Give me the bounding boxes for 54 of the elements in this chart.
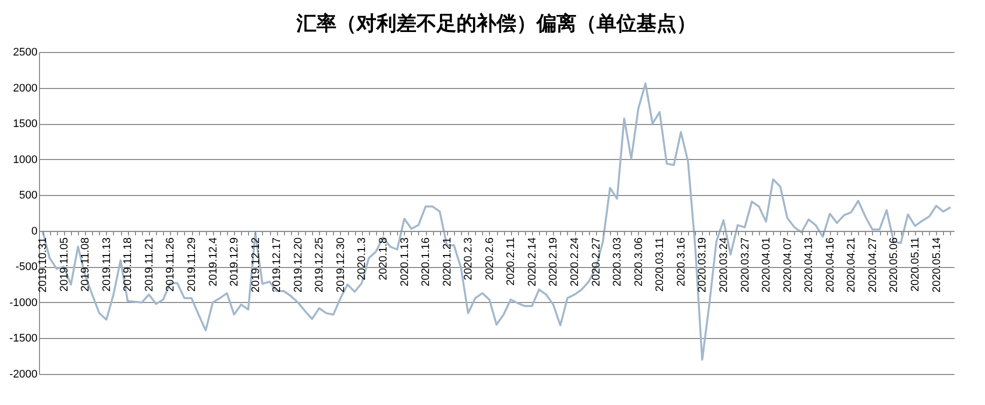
- x-tick-label: 2020.04.13: [803, 237, 816, 292]
- x-tick-label: 2020.03.11: [654, 237, 666, 292]
- x-tick-label: 2020.05.06: [888, 237, 900, 292]
- x-tick-label: 2020.2.14: [526, 237, 538, 286]
- x-tick-label: 2020.04.01: [760, 237, 773, 292]
- y-tick-label: -1000: [9, 296, 38, 309]
- x-tick-label: 2020.2.6: [484, 237, 496, 280]
- x-tick-label: 2019.11.29: [186, 237, 198, 292]
- x-tick-label: 2020.1.21: [441, 237, 454, 286]
- y-tick-label: 1000: [13, 154, 38, 166]
- x-tick-label: 2019.12.4: [207, 237, 220, 286]
- x-tick-label: 2020.04.07: [782, 237, 794, 292]
- x-tick-label: 2020.04.21: [846, 237, 858, 292]
- x-tick-label: 2019.12.9: [228, 237, 241, 286]
- x-tick-label: 2019.12.12: [250, 237, 262, 292]
- x-tick-label: 2020.1.8: [378, 237, 390, 280]
- x-tick-label: 2020.03.24: [718, 237, 730, 292]
- x-tick-label: 2019.10.31: [37, 237, 50, 292]
- x-tick-label: 2020.1.16: [420, 237, 432, 286]
- y-tick-label: 0: [31, 225, 38, 238]
- x-tick-label: 2020.1.3: [356, 237, 368, 280]
- x-tick-label: 2019.11.13: [100, 237, 113, 292]
- x-tick-label: 2020.2.24: [569, 237, 582, 286]
- y-tick-label: -1500: [9, 332, 38, 345]
- y-tick-label: 1500: [13, 118, 38, 130]
- y-tick-label: 2000: [13, 82, 38, 94]
- x-tick-label: 2020.3.16: [675, 237, 688, 286]
- y-tick-label: -500: [15, 261, 38, 274]
- x-tick-label: 2020.03.27: [739, 237, 752, 292]
- x-tick-label: 2020.2.11: [505, 237, 518, 286]
- x-tick-label: 2019.11.05: [58, 237, 70, 292]
- x-tick-label: 2019.11.21: [143, 237, 156, 292]
- x-tick-label: 2020.1.13: [398, 237, 411, 286]
- x-tick-label: 2020.04.27: [866, 237, 879, 292]
- y-tick-label: 500: [19, 190, 38, 202]
- x-tick-label: 2020.2.27: [590, 237, 602, 286]
- x-tick-label: 2019.11.08: [80, 237, 92, 292]
- x-tick-label: 2019.11.26: [164, 237, 177, 292]
- x-tick-label: 2020.2.3: [462, 237, 475, 280]
- x-tick-label: 2020.3.03: [612, 237, 624, 286]
- chart-title: 汇率（对利差不足的补偿）偏离（单位基点）: [296, 11, 696, 35]
- x-tick-label: 2019.12.17: [271, 237, 284, 292]
- y-tick-label: 2500: [13, 46, 38, 58]
- y-tick-label: -2000: [9, 368, 38, 380]
- x-tick-label: 2019.12.25: [314, 237, 326, 292]
- x-tick-label: 2020.3.06: [632, 237, 645, 286]
- x-tick-label: 2019.12.20: [292, 237, 304, 292]
- x-tick-label: 2020.05.14: [930, 237, 943, 292]
- x-tick-label: 2020.03.19: [696, 237, 709, 292]
- x-tick-label: 2019.11.18: [122, 237, 134, 292]
- x-tick-label: 2019.12.30: [334, 237, 347, 292]
- x-tick-label: 2020.05.11: [909, 237, 922, 292]
- x-tick-label: 2020.04.16: [824, 237, 836, 292]
- x-tick-label: 2020.2.19: [548, 237, 560, 286]
